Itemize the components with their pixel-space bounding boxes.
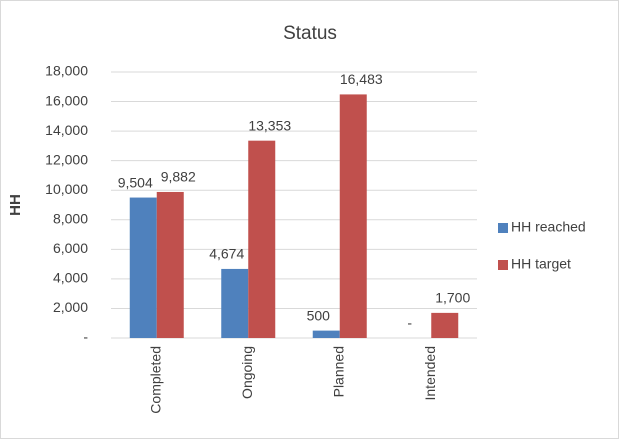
y-axis-label: HH [7, 194, 24, 216]
y-tick-label: 8,000 [53, 210, 88, 226]
y-tick-label: 2,000 [53, 299, 88, 315]
bar [221, 268, 249, 338]
y-tick-label: - [83, 329, 88, 345]
legend-swatch [498, 223, 508, 233]
y-tick-label: 16,000 [45, 92, 88, 108]
y-tick-label: 12,000 [45, 151, 88, 167]
chart-title: Status [283, 23, 337, 44]
value-label: - [407, 315, 412, 331]
y-tick-label: 4,000 [53, 270, 88, 286]
value-label: 500 [307, 307, 331, 323]
x-tick-label: Intended [422, 346, 438, 401]
value-label: 13,353 [248, 117, 291, 133]
bar [129, 197, 157, 338]
y-tick-label: 10,000 [45, 181, 88, 197]
bar [312, 330, 340, 338]
legend-swatch [498, 260, 508, 270]
x-tick-label: Completed [147, 346, 163, 414]
value-label: 16,483 [340, 71, 383, 87]
bar [248, 140, 276, 338]
bar [156, 191, 184, 338]
bar [339, 94, 367, 338]
legend-label: HH target [511, 256, 571, 272]
value-label: 9,504 [118, 174, 153, 190]
value-label: 1,700 [435, 290, 470, 306]
value-label: 9,882 [161, 169, 196, 185]
y-tick-label: 18,000 [45, 63, 88, 79]
x-tick-label: Ongoing [239, 346, 255, 399]
bar [431, 312, 459, 338]
y-tick-label: 6,000 [53, 240, 88, 256]
y-tick-label: 14,000 [45, 122, 88, 138]
x-tick-label: Planned [330, 346, 346, 397]
value-label: 4,674 [209, 246, 244, 262]
legend-label: HH reached [511, 219, 586, 235]
